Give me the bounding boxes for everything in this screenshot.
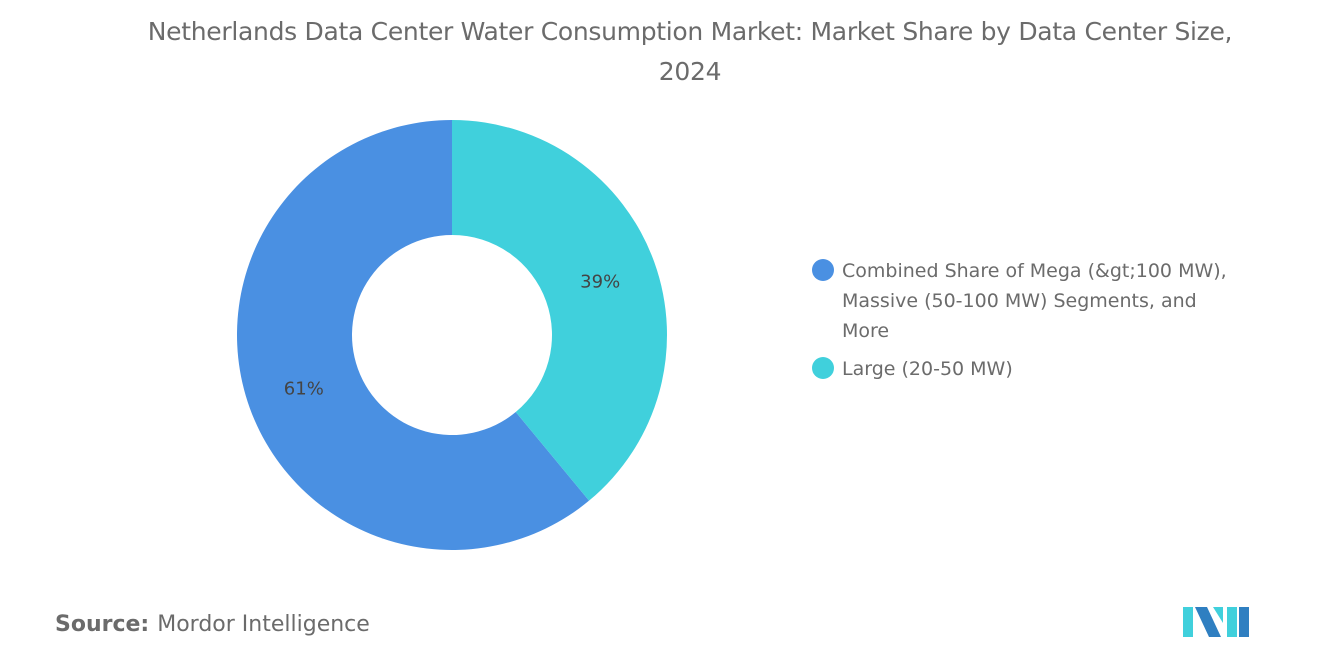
source-label: Source:	[55, 612, 150, 637]
legend-label: Combined Share of Mega (&gt;100 MW), Mas…	[842, 260, 1227, 342]
source-note: Source: Mordor Intelligence	[55, 612, 370, 637]
donut-slice[interactable]	[452, 120, 667, 501]
donut-slice[interactable]	[236, 120, 590, 550]
legend-item[interactable]: Large (20-50 MW)	[812, 354, 1252, 384]
mordor-intelligence-logo	[1183, 607, 1249, 637]
slice-data-label: 61%	[284, 378, 324, 399]
legend-marker	[812, 259, 834, 281]
chart-title: Netherlands Data Center Water Consumptio…	[147, 17, 1233, 86]
slice-data-label: 39%	[580, 272, 620, 293]
legend: Combined Share of Mega (&gt;100 MW), Mas…	[812, 256, 1252, 392]
legend-marker	[812, 357, 834, 379]
legend-label: Large (20-50 MW)	[842, 358, 1013, 380]
source-value: Mordor Intelligence	[157, 612, 370, 637]
legend-item[interactable]: Combined Share of Mega (&gt;100 MW), Mas…	[812, 256, 1252, 346]
